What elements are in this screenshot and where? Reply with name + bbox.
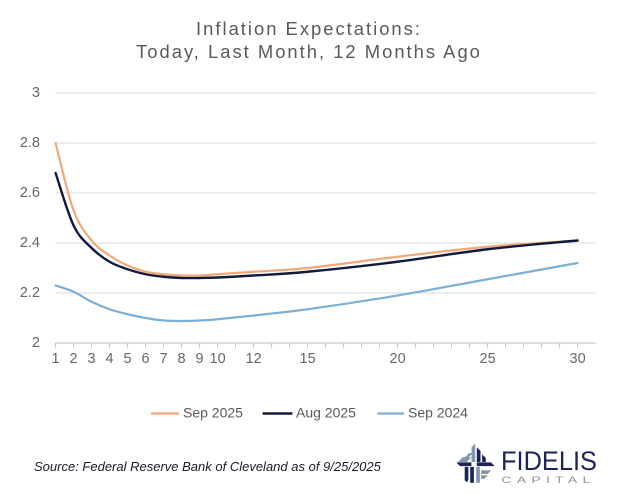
svg-text:CAPITAL: CAPITAL <box>502 475 596 486</box>
svg-text:FIDELIS: FIDELIS <box>501 446 597 476</box>
